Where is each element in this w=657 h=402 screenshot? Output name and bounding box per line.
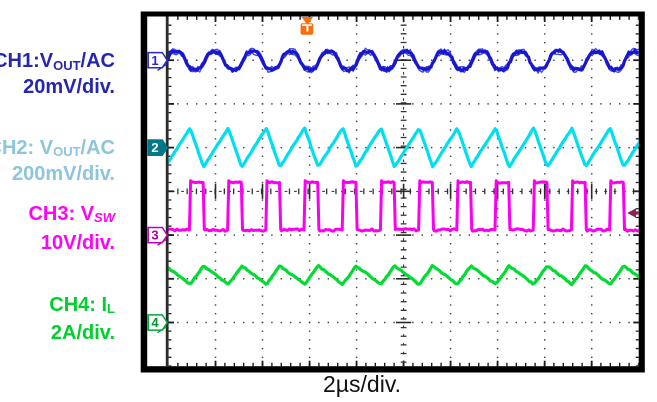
- svg-text:4: 4: [151, 315, 159, 330]
- svg-text:2: 2: [151, 140, 158, 155]
- svg-text:1: 1: [151, 53, 158, 68]
- svg-text:3: 3: [151, 228, 158, 243]
